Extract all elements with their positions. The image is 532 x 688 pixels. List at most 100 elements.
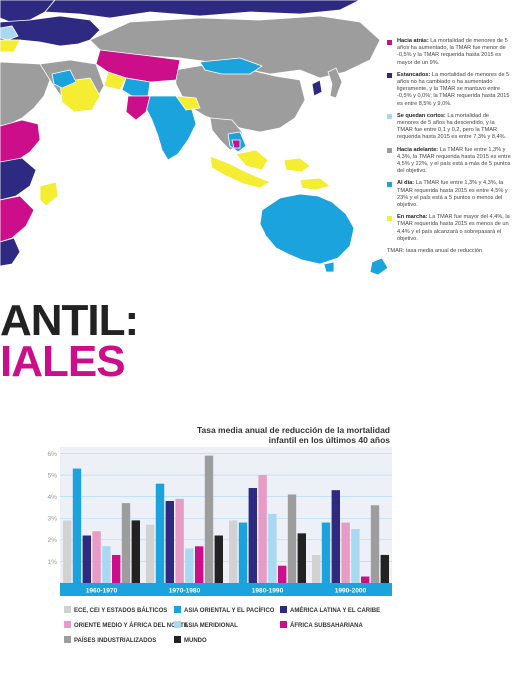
- bar: [204, 455, 214, 583]
- map-region: [299, 177, 331, 191]
- legend-item-name: Hacia atrás:: [397, 38, 429, 44]
- legend-item-text: La mortalidad de menores de 5 años ha au…: [397, 38, 508, 66]
- map-region: [0, 157, 37, 201]
- bar: [268, 513, 277, 583]
- bar: [258, 475, 267, 583]
- legend-label: MUNDO: [184, 638, 207, 644]
- map-region: [209, 155, 271, 189]
- y-tick-label: 1%: [47, 559, 57, 566]
- legend-swatch: [280, 606, 287, 613]
- legend-swatch: [387, 114, 392, 120]
- map-region: [311, 79, 323, 97]
- legend-swatch: [280, 621, 287, 628]
- legend-label: PAÍSES INDUSTRIALIZADOS: [74, 636, 156, 644]
- legend-label: ASIA MERIDIONAL: [184, 623, 238, 629]
- bar: [278, 565, 287, 583]
- headline-line-1: ANTIL:: [0, 296, 139, 345]
- map-region: [0, 39, 21, 53]
- bar: [185, 548, 194, 583]
- map-region: [323, 261, 335, 273]
- bar: [248, 488, 257, 583]
- legend-swatch: [387, 39, 392, 45]
- map-region: [103, 71, 127, 91]
- legend-item-text: La TMAR fue mayor del 4,4%, la TMAR requ…: [397, 214, 510, 242]
- legend-swatch: [387, 73, 392, 79]
- legend-label: ÁFRICA SUBSAHARIANA: [290, 622, 363, 629]
- map-region: [0, 25, 19, 41]
- map-region: [39, 181, 59, 207]
- map-region: [0, 61, 51, 127]
- bar: [165, 500, 174, 583]
- legend-item-se-quedan-cortos: Se quedan cortos: La mortalidad de menor…: [387, 113, 511, 142]
- legend-item-al-dia: Al día: La TMAR fue entre 1,3% y 4,3%, l…: [387, 180, 511, 209]
- legend-swatch: [64, 636, 71, 643]
- bar: [370, 505, 380, 583]
- bar: [112, 554, 121, 583]
- category-label: 1990-2000: [335, 588, 367, 595]
- legend-note: TMAR: tasa media anual de reducción: [387, 248, 483, 255]
- legend-swatch: [64, 606, 71, 613]
- bar: [297, 533, 306, 583]
- bar: [92, 531, 101, 583]
- bar: [214, 535, 223, 583]
- legend-label: ORIENTE MEDIO Y ÁFRICA DEL NORTE: [74, 622, 188, 629]
- chart-title-line-2: infantil en los últimos 40 años: [269, 435, 391, 445]
- map-region: [44, 0, 361, 19]
- bar: [331, 490, 340, 583]
- category-label: 1980-1990: [252, 588, 284, 595]
- bar: [312, 554, 321, 583]
- map-legend: Hacia atrás: La mortalidad de menores de…: [387, 38, 511, 254]
- bar: [238, 522, 248, 583]
- bar: [146, 524, 155, 583]
- legend-swatch: [174, 636, 181, 643]
- bar: [155, 483, 165, 583]
- legend-item-text: La TMAR fue entre 1,3% y 4,3%, la TMAR r…: [397, 180, 508, 209]
- map-region: [283, 157, 311, 173]
- map-region: [0, 119, 41, 163]
- bar: [380, 554, 389, 583]
- map-region: [369, 257, 389, 275]
- legend-label: ASIA ORIENTAL Y EL PACÍFICO: [184, 606, 275, 614]
- map-region: [327, 67, 343, 99]
- legend-swatch: [387, 148, 392, 154]
- y-tick-label: 6%: [47, 451, 57, 458]
- bar: [175, 498, 184, 583]
- y-tick-label: 2%: [47, 537, 57, 544]
- world-map: [0, 0, 389, 275]
- legend-item-hacia-adelante: Hacia adelante: La TMAR fue entre 1,3% y…: [387, 147, 511, 176]
- legend-item-name: Estancados:: [397, 71, 431, 78]
- chart-title-line-1: Tasa media anual de reducción de la mort…: [197, 425, 390, 435]
- legend-item-en-marcha: En marcha: La TMAR fue mayor del 4,4%, l…: [387, 214, 511, 243]
- legend-swatch: [64, 621, 71, 628]
- category-label: 1970-1980: [169, 588, 201, 595]
- map-region: [0, 237, 21, 267]
- map-region: [235, 149, 269, 171]
- y-tick-label: 4%: [47, 494, 57, 501]
- bar: [361, 576, 370, 583]
- bar: [351, 529, 360, 583]
- legend-swatch: [387, 181, 392, 187]
- bar: [341, 522, 350, 583]
- category-band: [60, 583, 392, 596]
- bar: [321, 522, 331, 583]
- legend-item-text: La mortalidad de menores de 5 años no ha…: [397, 71, 510, 107]
- y-tick-label: 3%: [47, 516, 57, 523]
- bar: [72, 468, 82, 583]
- bar: [102, 546, 111, 583]
- category-label: 1960-1970: [86, 588, 118, 595]
- legend-item-name: Al día:: [397, 180, 415, 187]
- legend-label: ECE, CEI Y ESTADOS BÁLTICOS: [74, 607, 167, 614]
- map-region: [0, 195, 35, 243]
- legend-item-estancados: Estancados: La mortalidad de menores de …: [387, 72, 511, 108]
- bar: [287, 494, 297, 583]
- legend-item-hacia-atras: Hacia atrás: La mortalidad de menores de…: [387, 38, 511, 67]
- map-region: [259, 193, 355, 265]
- legend-item-text: La mortalidad de menores de 5 años ha de…: [397, 112, 507, 141]
- legend-item-text: La TMAR fue entre 1,3% y 4,3%, la TMAR r…: [397, 146, 511, 175]
- bar: [195, 546, 204, 583]
- bar: [82, 535, 91, 583]
- legend-swatch: [174, 606, 181, 613]
- legend-item-name: Hacia adelante:: [397, 146, 439, 153]
- map-region: [125, 95, 151, 121]
- legend-swatch: [387, 215, 392, 221]
